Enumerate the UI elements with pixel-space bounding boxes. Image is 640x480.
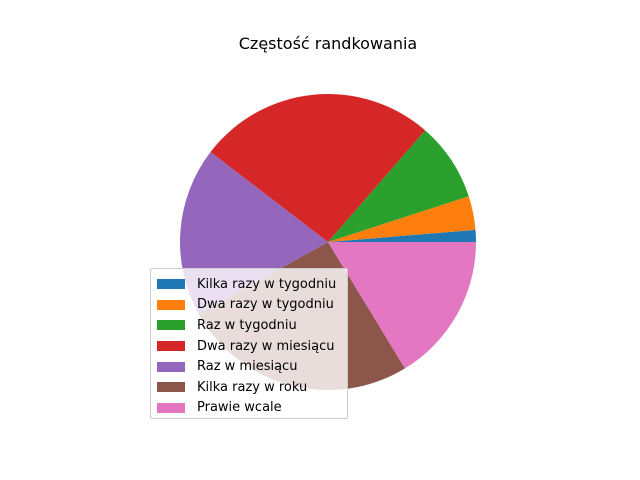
legend-swatch [157,361,185,372]
legend-swatch [157,402,185,413]
legend-label: Kilka razy w roku [197,379,308,395]
chart-title: Częstość randkowania [238,34,418,53]
legend: Kilka razy w tygodniu Dwa razy w tygodniu… [150,268,348,419]
legend-swatch [157,382,185,393]
legend-label: Raz w miesiącu [197,359,298,375]
legend-item: Dwa razy w tygodniu [157,295,347,316]
legend-label: Raz w tygodniu [197,317,297,333]
legend-swatch [157,279,185,290]
pie-slice-4 [210,94,426,242]
legend-label: Prawie wcale [197,400,282,416]
pie-slice-1 [328,229,476,242]
legend-item: Kilka razy w tygodniu [157,274,347,295]
legend-item: Raz w miesiącu [157,356,347,377]
legend-label: Dwa razy w miesiącu [197,338,335,354]
legend-item: Dwa razy w miesiącu [157,336,347,357]
legend-swatch [157,299,185,310]
legend-label: Dwa razy w tygodniu [197,297,334,313]
legend-item: Prawie wcale [157,398,347,419]
pie-slice-7 [328,242,476,369]
legend-swatch [157,320,185,331]
legend-item: Raz w tygodniu [157,315,347,336]
legend-swatch [157,341,185,352]
legend-label: Kilka razy w tygodniu [197,276,337,292]
pie-slice-2 [328,196,476,242]
legend-item: Kilka razy w roku [157,377,347,398]
pie-slice-3 [328,130,469,242]
